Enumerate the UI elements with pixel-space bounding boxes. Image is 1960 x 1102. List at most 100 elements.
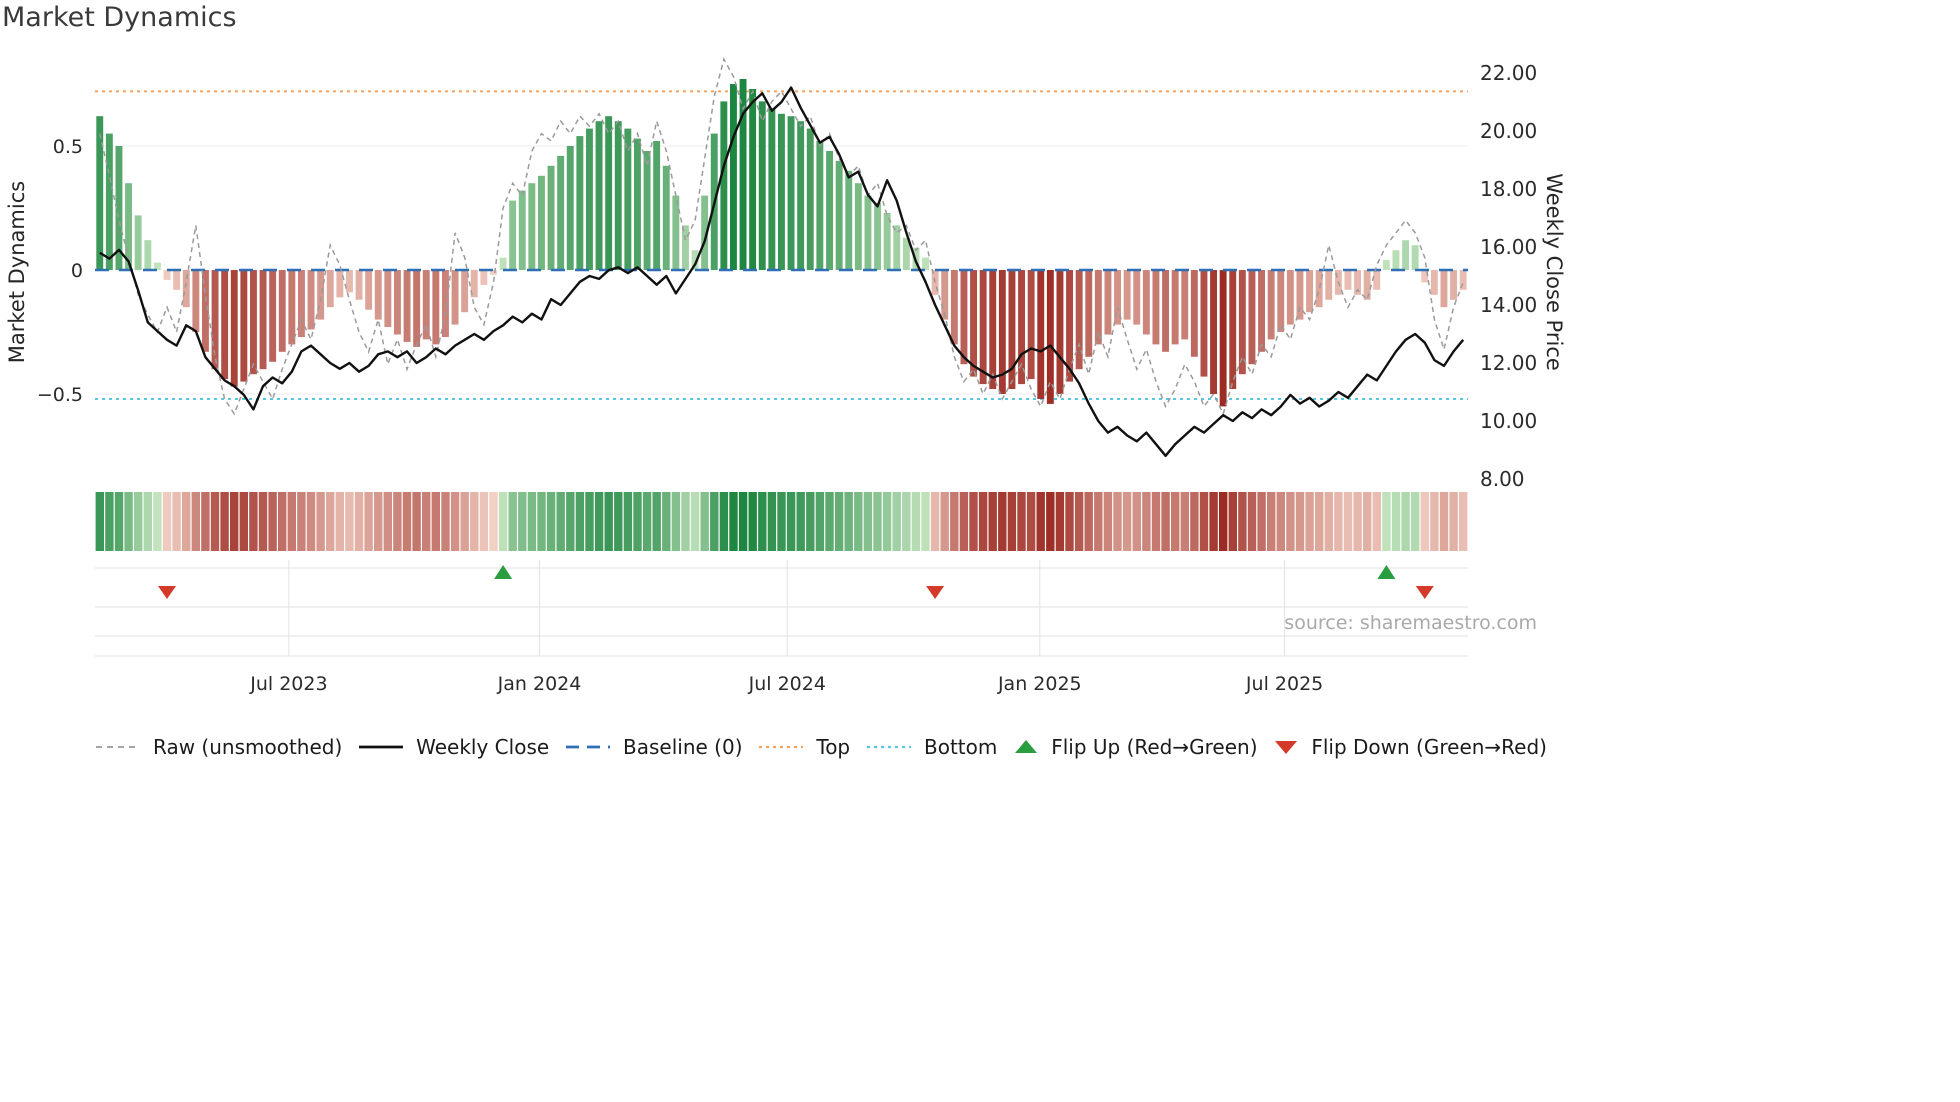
legend-item-weekly-close: Weekly Close	[358, 735, 549, 759]
heatmap-cell	[431, 492, 440, 551]
heatmap-cell	[1017, 492, 1026, 551]
oscillator-bar	[1200, 270, 1208, 377]
oscillator-bar	[643, 151, 651, 270]
flip-down-marker	[926, 586, 945, 599]
right-tick-label: 18.00	[1480, 177, 1537, 201]
heatmap-cell	[748, 492, 757, 551]
heatmap-cell	[710, 492, 719, 551]
oscillator-bar	[605, 116, 613, 270]
heatmap-cell	[1276, 492, 1285, 551]
heatmap-cell	[249, 492, 258, 551]
heatmap-cell	[316, 492, 325, 551]
oscillator-bar	[1056, 270, 1064, 394]
oscillator-bar	[787, 116, 795, 270]
oscillator-bar	[778, 113, 785, 270]
heatmap-cell	[1036, 492, 1045, 551]
heatmap-cell	[537, 492, 546, 551]
heatmap-cell	[796, 492, 805, 551]
heatmap-cell	[1401, 492, 1410, 551]
heatmap-cell	[777, 492, 786, 551]
heatmap-cell	[489, 492, 498, 551]
heatmap-cell	[604, 492, 613, 551]
baseline-swatch	[566, 745, 611, 749]
heatmap-cell	[854, 492, 863, 551]
heatmap-cell	[105, 492, 114, 551]
legend-item-raw: Raw (unsmoothed)	[95, 735, 342, 759]
heatmap-cell	[450, 492, 460, 551]
legend: Raw (unsmoothed) Weekly Close Baseline (…	[95, 735, 1547, 759]
heatmap-cell	[1257, 492, 1266, 551]
oscillator-bar	[1075, 270, 1083, 370]
oscillator-bar	[595, 121, 603, 270]
oscillator-bar	[806, 128, 814, 270]
oscillator-bar	[1450, 270, 1457, 300]
oscillator-bar	[864, 195, 872, 270]
oscillator-bar	[163, 270, 171, 280]
oscillator-bar	[1296, 270, 1304, 320]
chart-canvas: 0.5 0 −0.5 22.00 20.00 18.00 16.00 14.00 12.00 10…	[37, 57, 1537, 695]
left-tick-label: 0	[71, 260, 83, 282]
heatmap-cell	[623, 492, 633, 551]
legend-label-baseline: Baseline (0)	[623, 735, 743, 759]
oscillator-bar	[1267, 270, 1275, 340]
heatmap-cell	[191, 492, 200, 551]
flip-up-triangle-icon	[1015, 740, 1038, 753]
oscillator-bar	[1162, 270, 1169, 352]
heatmap-cell	[182, 492, 191, 551]
oscillator-bar	[1210, 270, 1217, 394]
legend-label-bottom: Bottom	[923, 735, 998, 759]
oscillator-bar	[250, 270, 257, 375]
heatmap-cell	[566, 492, 575, 551]
heatmap-cell	[892, 492, 901, 551]
heatmap-cell	[882, 492, 892, 551]
oscillator-bar	[298, 270, 305, 337]
heatmap-cell	[671, 492, 681, 551]
oscillator-bar	[384, 270, 392, 327]
oscillator-bar	[1286, 270, 1294, 325]
heatmap-cell	[1084, 492, 1093, 551]
source-credit: source: sharemaestro.com	[1284, 612, 1537, 634]
oscillator-bar	[979, 270, 987, 385]
heatmap-cell	[1334, 492, 1343, 551]
heatmap-cell	[230, 492, 239, 551]
heatmap-cell	[719, 492, 729, 551]
heatmap-cell	[1315, 492, 1324, 551]
flip-down-marker	[158, 586, 176, 599]
heatmap-cell	[1391, 492, 1401, 551]
oscillator-bar	[662, 165, 670, 270]
oscillator-bar	[797, 121, 805, 270]
heatmap-cell	[326, 492, 335, 551]
x-tick-label: Jul 2024	[748, 673, 826, 695]
bottom-line-swatch	[866, 745, 911, 749]
heatmap-cell	[700, 492, 709, 551]
oscillator-bar	[1354, 270, 1361, 295]
oscillator-bar	[154, 262, 161, 270]
oscillator-bar	[403, 270, 411, 342]
heatmap-cell	[815, 492, 825, 551]
oscillator-bar	[442, 270, 449, 337]
heatmap-cell	[1439, 492, 1449, 551]
oscillator-bar	[1133, 270, 1141, 325]
oscillator-bar	[182, 270, 190, 308]
oscillator-bar	[134, 215, 142, 270]
oscillator-bar	[1248, 270, 1256, 365]
oscillator-bar	[173, 270, 181, 290]
left-axis-label: Market Dynamics	[5, 180, 29, 364]
oscillator-bar	[374, 270, 382, 320]
legend-item-baseline: Baseline (0)	[565, 735, 743, 759]
heatmap-cell	[162, 492, 172, 551]
legend-label-weekly-close: Weekly Close	[416, 735, 550, 759]
heatmap-cell	[1238, 492, 1247, 551]
oscillator-bar	[1190, 270, 1198, 357]
heatmap-cell	[921, 492, 930, 551]
raw-line-swatch	[96, 746, 140, 748]
oscillator-bar	[1046, 270, 1054, 404]
legend-label-raw: Raw (unsmoothed)	[153, 735, 343, 759]
heatmap-cell	[1411, 492, 1420, 551]
x-tick-label: Jan 2024	[497, 673, 582, 695]
oscillator-bar	[1123, 270, 1131, 320]
heatmap-cell	[95, 492, 104, 551]
oscillator-bar	[614, 121, 622, 270]
right-tick-label: 8.00	[1480, 467, 1525, 491]
heatmap-cell	[844, 492, 853, 551]
